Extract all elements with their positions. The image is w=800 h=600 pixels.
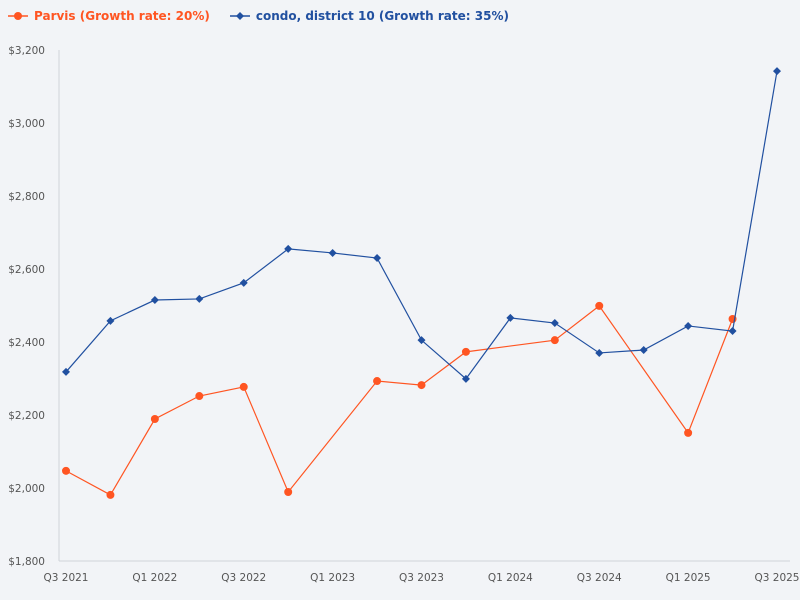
legend-label: Parvis (Growth rate: 20%) <box>34 9 210 23</box>
y-tick-label: $2,400 <box>8 337 45 349</box>
y-tick-label: $3,000 <box>8 118 45 130</box>
data-point <box>150 296 159 305</box>
x-tick-label: Q3 2022 <box>221 572 266 584</box>
legend: Parvis (Growth rate: 20%) condo, distric… <box>8 9 509 23</box>
x-tick-label: Q3 2025 <box>754 572 799 584</box>
y-tick-label: $2,000 <box>8 483 45 495</box>
data-point <box>550 319 559 328</box>
x-tick-label: Q3 2023 <box>399 572 444 584</box>
y-tick-label: $2,800 <box>8 191 45 203</box>
data-point <box>728 327 737 336</box>
data-point <box>417 336 426 345</box>
data-point <box>239 278 248 287</box>
y-tick-label: $2,200 <box>8 410 45 422</box>
x-tick-label: Q1 2023 <box>310 572 355 584</box>
data-point <box>150 415 159 424</box>
data-point <box>373 377 382 386</box>
data-point <box>195 294 204 303</box>
legend-label: condo, district 10 (Growth rate: 35%) <box>255 9 509 23</box>
legend-item-parvis[interactable]: Parvis (Growth rate: 20%) <box>8 9 210 23</box>
data-point <box>773 67 781 76</box>
data-point <box>284 488 293 497</box>
data-point <box>550 336 559 345</box>
x-tick-label: Q1 2022 <box>132 572 177 584</box>
series-line-1 <box>65 71 778 380</box>
x-tick-label: Q1 2025 <box>666 572 711 584</box>
data-point <box>684 321 693 330</box>
x-tick-label: Q3 2024 <box>577 572 622 584</box>
data-point <box>461 347 470 356</box>
legend-item-condo[interactable]: condo, district 10 (Growth rate: 35%) <box>229 9 509 23</box>
y-tick-label: $3,200 <box>8 45 45 57</box>
y-tick-label: $2,600 <box>8 264 45 276</box>
data-point <box>684 428 693 437</box>
data-point <box>284 244 293 253</box>
data-point <box>595 348 604 357</box>
y-tick-label: $1,800 <box>8 556 45 568</box>
data-point <box>595 301 604 310</box>
data-point <box>62 466 70 475</box>
data-point <box>106 490 115 499</box>
data-point <box>373 254 382 263</box>
data-point <box>461 374 470 383</box>
series-line-0 <box>65 305 734 496</box>
diamond-marker-icon <box>229 12 250 20</box>
data-point <box>639 346 648 355</box>
data-point <box>417 381 426 390</box>
data-point <box>62 367 70 376</box>
circle-marker-icon <box>8 12 28 20</box>
data-point <box>239 382 248 391</box>
data-point <box>106 316 115 325</box>
x-tick-label: Q3 2021 <box>43 572 88 584</box>
data-point <box>195 392 204 401</box>
x-tick-label: Q1 2024 <box>488 572 533 584</box>
data-point <box>328 248 337 257</box>
data-point <box>506 313 515 322</box>
